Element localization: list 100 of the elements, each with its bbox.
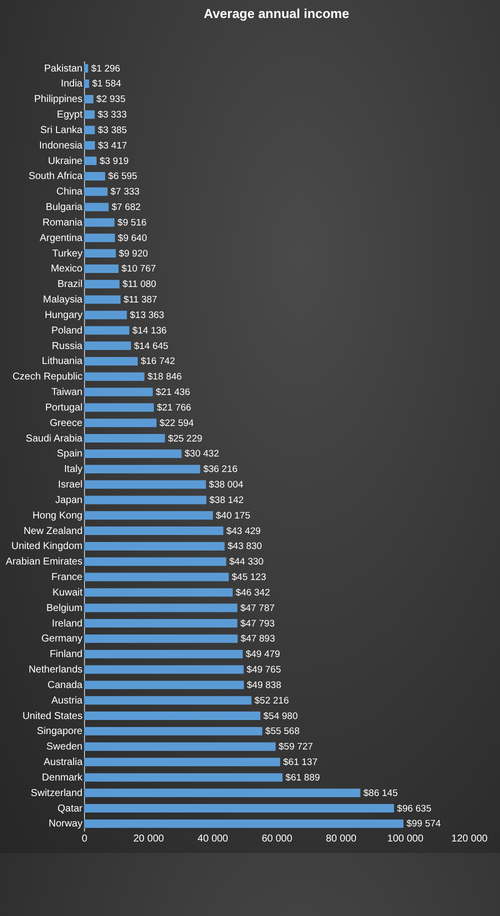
y-tick-label: Lithuania — [42, 356, 83, 368]
y-tick-label: Portugal — [45, 402, 82, 414]
data-label: $96 635 — [397, 803, 432, 814]
data-label: $9 640 — [118, 232, 147, 244]
x-tick-label: 60 000 — [262, 834, 293, 844]
x-tick-label: 20 000 — [133, 834, 164, 844]
data-label: $38 142 — [209, 494, 244, 506]
y-tick-label: Belgium — [46, 602, 82, 614]
y-tick-label: Singapore — [36, 726, 83, 738]
y-tick-label: Israel — [58, 480, 82, 491]
data-label: $40 175 — [216, 510, 250, 522]
data-label: $2 935 — [96, 94, 126, 106]
y-tick-label: Sweden — [46, 742, 82, 753]
y-tick-label: Australia — [44, 757, 83, 768]
data-label: $21 766 — [156, 402, 192, 414]
data-label: $7 682 — [112, 202, 141, 214]
x-tick-label: 40 000 — [198, 834, 229, 844]
data-label: $45 123 — [232, 572, 266, 584]
data-label: $11 080 — [122, 279, 156, 290]
x-tick-label: 100 000 — [387, 834, 424, 844]
y-tick-label: Turkey — [52, 248, 82, 260]
x-tick-label: 0 — [82, 834, 88, 844]
y-tick-label: Switzerland — [30, 788, 82, 799]
data-label: $36 216 — [203, 464, 238, 476]
y-tick-label: Finland — [50, 649, 82, 660]
y-tick-label: South Africa — [28, 171, 83, 182]
data-label: $43 830 — [228, 541, 262, 552]
data-label: $47 787 — [240, 602, 275, 614]
y-tick-label: Brazil — [57, 279, 82, 290]
data-label: $59 727 — [278, 742, 313, 753]
data-label: $14 645 — [134, 340, 168, 352]
data-label: $49 838 — [246, 680, 282, 691]
y-tick-label: Spain — [56, 448, 82, 460]
data-label: $43 429 — [226, 526, 261, 537]
y-tick-label: Taiwan — [51, 387, 82, 398]
data-label: $44 330 — [229, 556, 264, 568]
data-label: $1 584 — [92, 78, 122, 90]
y-tick-label: Argentina — [40, 232, 83, 244]
y-tick-label: Russia — [52, 340, 83, 352]
y-tick-label: Czech Republic — [12, 372, 82, 383]
y-tick-label: Bulgaria — [46, 202, 83, 214]
y-tick-label: France — [51, 572, 83, 584]
y-tick-label: Hong Kong — [32, 510, 82, 522]
y-tick-label: Greece — [50, 418, 83, 429]
data-label: $49 479 — [246, 649, 280, 660]
y-tick-label: Pakistan — [44, 63, 82, 74]
data-label: $3 919 — [100, 156, 129, 167]
x-tick-label: 80 000 — [326, 834, 357, 844]
y-tick-label: Arabian Emirates — [6, 556, 82, 568]
data-label: $47 893 — [240, 634, 275, 645]
y-tick-label: Saudi Arabia — [26, 433, 83, 444]
data-label: $16 742 — [140, 356, 176, 368]
data-label: $38 004 — [208, 480, 244, 491]
y-tick-label: Japan — [55, 494, 82, 506]
data-label: $99 574 — [406, 818, 441, 830]
y-tick-label: Philippines — [34, 94, 82, 106]
data-label: $61 137 — [283, 757, 318, 768]
y-tick-label: Italy — [64, 464, 82, 476]
data-label: $54 980 — [263, 710, 298, 722]
y-tick-label: Ukraine — [48, 156, 83, 167]
data-label: $22 594 — [159, 418, 194, 429]
y-tick-label: Indonesia — [39, 140, 83, 152]
data-label: $55 568 — [265, 726, 300, 738]
data-label: $3 333 — [98, 110, 127, 121]
data-label: $21 436 — [156, 387, 190, 398]
y-tick-label: China — [56, 186, 83, 198]
data-label: $52 216 — [254, 695, 289, 706]
y-tick-label: Canada — [47, 680, 83, 691]
y-tick-label: Germany — [41, 634, 82, 645]
y-tick-label: Qatar — [57, 803, 84, 814]
data-label: $49 765 — [246, 664, 282, 676]
y-tick-label: Norway — [48, 818, 82, 830]
data-label: $3 417 — [98, 140, 128, 152]
data-label: $6 595 — [108, 171, 138, 182]
data-label: $14 136 — [132, 325, 167, 336]
y-tick-label: New Zealand — [24, 526, 82, 537]
data-label: $10 767 — [122, 264, 156, 275]
y-tick-label: Hungary — [44, 310, 82, 321]
chart-title: Average annual income — [204, 6, 350, 21]
data-label: $3 385 — [98, 124, 127, 136]
y-tick-label: Ireland — [52, 618, 82, 630]
data-label: $46 342 — [236, 587, 270, 598]
y-tick-label: Poland — [51, 325, 82, 336]
data-label: $13 363 — [130, 310, 164, 321]
data-label: $47 793 — [240, 618, 275, 630]
x-tick-label: 120 000 — [451, 834, 488, 844]
y-tick-label: United States — [22, 710, 82, 722]
data-label: $25 229 — [168, 433, 202, 444]
y-tick-label: Sri Lanka — [40, 124, 83, 136]
y-tick-label: Mexico — [50, 264, 83, 275]
y-tick-label: Kuwait — [52, 587, 83, 598]
y-tick-label: Egypt — [56, 110, 83, 121]
data-label: $30 432 — [184, 448, 219, 460]
y-tick-label: Austria — [51, 695, 83, 706]
y-tick-label: Denmark — [42, 772, 84, 784]
data-label: $18 846 — [147, 372, 182, 383]
y-tick-label: Netherlands — [28, 664, 82, 676]
data-label: $11 387 — [124, 294, 158, 306]
data-label: $86 145 — [363, 788, 398, 799]
y-tick-label: Malaysia — [43, 294, 83, 306]
